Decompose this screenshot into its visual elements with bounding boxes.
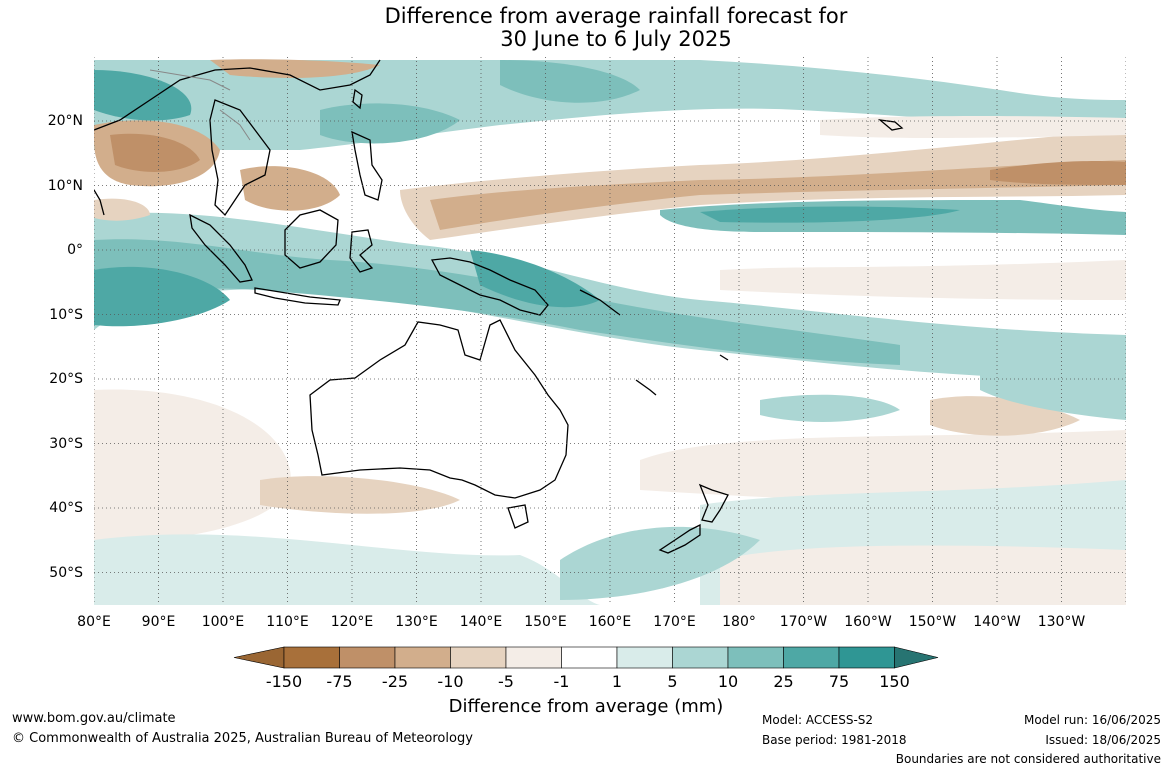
longitude-label: 170°W: [779, 614, 828, 630]
colorbar-tick-label: 25: [773, 672, 794, 691]
longitude-label: 140°E: [459, 614, 503, 630]
colorbar-tick-label: -5: [498, 672, 514, 691]
colorbar-dry-extension: [233, 646, 285, 669]
country-boundaries: [149, 69, 251, 141]
issued-date: Issued: 18/06/2025: [1045, 733, 1161, 747]
colorbar-tick-label: 1: [611, 672, 623, 691]
longitude-label: 80°E: [77, 614, 111, 630]
colorbar-title: Difference from average (mm): [448, 696, 724, 717]
latitude-label: 0°: [67, 242, 83, 258]
colorbar-tick-label: 150: [879, 672, 910, 691]
colorbar-segment: [394, 646, 451, 669]
boundaries-disclaimer: Boundaries are not considered authoritat…: [895, 752, 1161, 766]
graticule: [94, 57, 1126, 605]
colorbar-segment: [505, 646, 562, 669]
colorbar-segment: [561, 646, 618, 669]
colorbar-tick-label: -25: [381, 672, 409, 691]
longitude-label: 110°E: [266, 614, 309, 630]
colorbar-segment: [450, 646, 507, 669]
tropical-anomalies: [94, 59, 1126, 380]
colorbar-tick-label: -1: [553, 672, 570, 691]
website-link[interactable]: www.bom.gov.au/climate: [12, 711, 176, 726]
model-run: Model run: 16/06/2025: [1023, 713, 1161, 727]
longitude-label: 160°W: [844, 614, 892, 630]
colorbar-segment: [672, 646, 729, 669]
colorbar-segment: [838, 646, 895, 669]
longitude-label: 180°: [722, 614, 756, 630]
latitude-label: 50°S: [49, 564, 83, 581]
colorbar-wet-extension: [894, 646, 939, 669]
colorbar-segment: [783, 646, 840, 669]
model-name: Model: ACCESS-S2: [762, 713, 874, 727]
colorbar-tick-label: -75: [326, 672, 353, 691]
colorbar-tick-label: -10: [437, 672, 464, 691]
longitude-label: 130°E: [395, 614, 438, 630]
map-title-line2: 30 June to 6 July 2025: [500, 27, 732, 51]
longitude-label: 100°E: [201, 614, 245, 630]
colorbar: [233, 646, 939, 669]
colorbar-segment: [616, 646, 673, 669]
latitude-label: 30°S: [49, 435, 83, 452]
latitude-label: 10°N: [47, 177, 83, 194]
colorbar-segment: [283, 646, 340, 669]
latitude-label: 20°N: [47, 113, 83, 129]
base-period: Base period: 1981-2018: [762, 733, 907, 747]
latitude-label: 40°S: [49, 500, 83, 516]
longitude-label: 140°W: [973, 614, 1021, 630]
longitude-label: 90°E: [141, 614, 176, 630]
longitude-label: 120°E: [330, 614, 374, 630]
longitude-label: 160°E: [588, 614, 632, 630]
map-title-line1: Difference from average rainfall forecas…: [384, 4, 848, 28]
copyright: © Commonwealth of Australia 2025, Austra…: [12, 731, 473, 746]
colorbar-tick-label: -150: [265, 672, 303, 691]
colorbar-segment: [339, 646, 396, 669]
longitude-label: 150°W: [908, 614, 957, 630]
southern-ocean-anomalies: [94, 365, 1126, 605]
longitude-label: 170°E: [653, 614, 696, 630]
colorbar-tick-label: 75: [828, 672, 850, 691]
latitude-label: 10°S: [49, 306, 83, 323]
colorbar-tick-label: 10: [717, 672, 739, 691]
coastlines: [94, 59, 904, 554]
colorbar-tick-label: 5: [667, 672, 678, 691]
latitude-label: 20°S: [49, 371, 83, 387]
longitude-label: 150°E: [524, 614, 567, 630]
colorbar-segment: [727, 646, 784, 669]
longitude-label: 130°W: [1037, 614, 1086, 630]
